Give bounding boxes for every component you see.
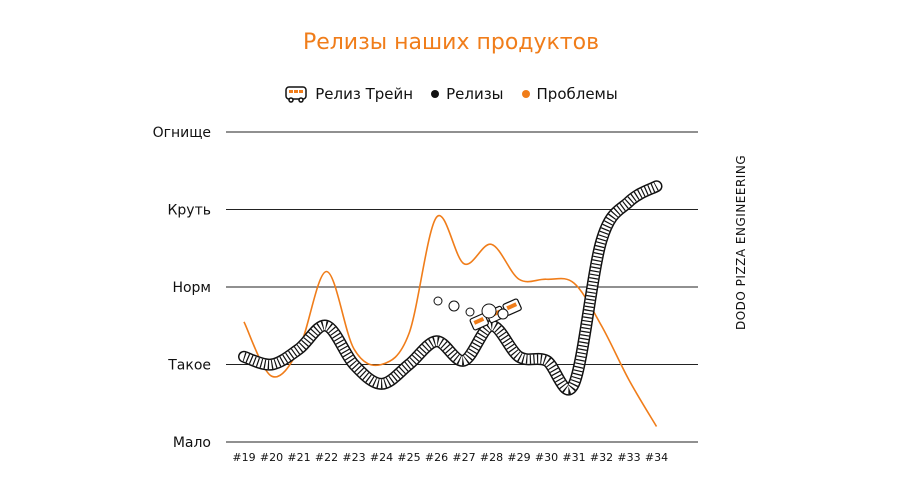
y-tick-label: Мало [173, 435, 211, 451]
x-tick-label: #28 [480, 451, 503, 464]
smoke-puff [433, 296, 443, 306]
x-tick-label: #27 [452, 451, 475, 464]
smoke-puff [465, 307, 475, 317]
smoke-puff [448, 300, 460, 312]
x-tick-label: #30 [535, 451, 558, 464]
x-tick-label: #29 [507, 451, 530, 464]
legend-label-releases: Релизы [446, 85, 504, 103]
legend-dot-releases [431, 90, 440, 98]
x-tick-label: #22 [315, 451, 338, 464]
legend-item-problems: Проблемы [521, 85, 618, 103]
x-tick-label: #31 [562, 451, 585, 464]
y-tick-label: Норм [172, 280, 211, 296]
train-window [473, 317, 485, 325]
chart-title: Релизы наших продуктов [302, 30, 600, 55]
smoke-puffs [433, 296, 509, 320]
legend-label-release-train: Релиз Трейн [315, 85, 414, 103]
x-tick-label: #24 [370, 451, 393, 464]
x-tick-label: #32 [590, 451, 613, 464]
y-tick-label: Круть [167, 203, 211, 219]
legend-item-release-train: Релиз Трейн [284, 84, 413, 104]
series-track-ties [242, 182, 659, 395]
smoke-puff [497, 308, 509, 320]
train-window [506, 302, 518, 311]
x-tick-label: #20 [260, 451, 283, 464]
smoke-puff [481, 303, 497, 319]
x-tick-label: #21 [287, 451, 310, 464]
x-tick-label: #33 [617, 451, 640, 464]
x-tick-label: #26 [425, 451, 448, 464]
train-icon [285, 86, 307, 103]
series-line-problems [243, 214, 658, 427]
y-tick-label: Огнище [153, 125, 211, 141]
y-tick-label: Такое [167, 358, 211, 374]
legend-item-releases: Релизы [431, 85, 504, 103]
legend-dot-problems [521, 90, 530, 98]
x-tick-label: #23 [342, 451, 365, 464]
side-note: DODO PIZZA ENGINEERING [734, 154, 748, 330]
legend: Релиз Трейн Релизы Проблемы [0, 84, 902, 104]
x-tick-label: #34 [645, 451, 668, 464]
x-tick-label: #19 [232, 451, 255, 464]
legend-label-problems: Проблемы [536, 85, 618, 103]
x-tick-label: #25 [397, 451, 420, 464]
